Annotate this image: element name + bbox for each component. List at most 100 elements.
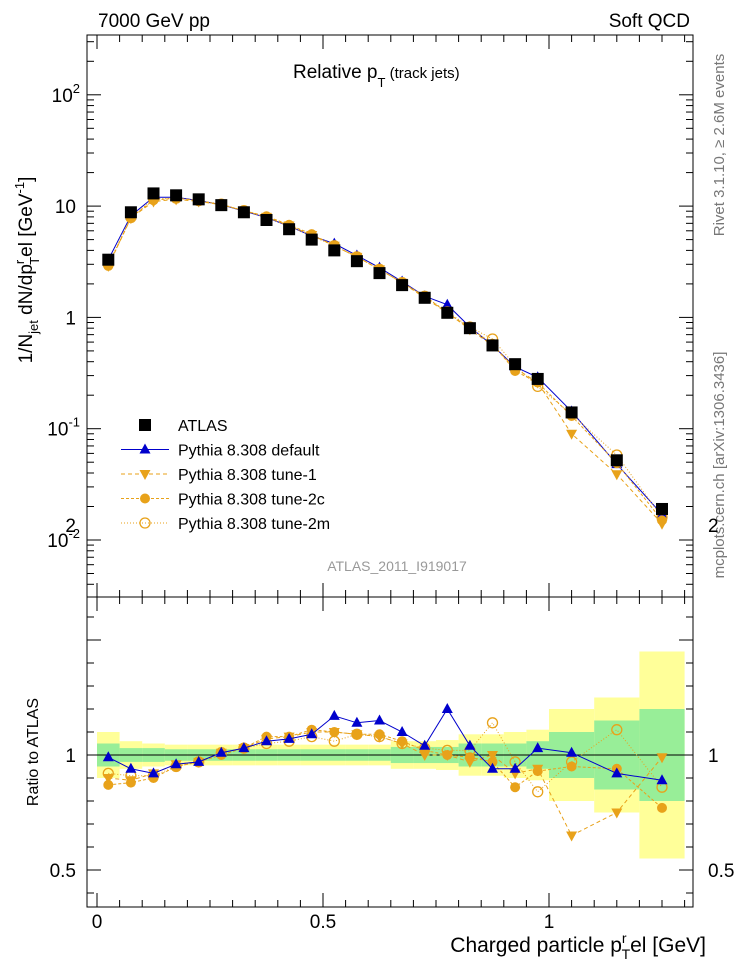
header-left: 7000 GeV pp [98,11,210,32]
ratio-series-point [397,736,408,747]
ratio-series-point [611,767,623,778]
analysis-id: ATLAS_2011_I919017 [327,558,467,574]
ratio-series-point [125,762,137,773]
ratio-series-point [374,714,385,725]
axes-ticks: 10-2 10-1 1 10 102 0 0.5 1 0.5 0.5 1 1 2 2 [47,35,734,933]
atlas-point [350,255,363,268]
ratio-y-tick-label-left: 0.5 [50,861,76,882]
atlas-point [656,502,668,515]
ratio-series-point [566,831,578,842]
ratio-series-point [510,782,521,793]
atlas-point [147,187,160,200]
ratio-series-point [441,703,453,713]
ratio-y-tick-label-left: 2 [65,516,76,537]
ratio-series-point [238,742,250,753]
main-panel-frame [86,34,694,598]
atlas-point [418,291,431,304]
ratio-series-point [487,751,498,761]
ratio-y-tick-label-right: 1 [708,746,719,767]
y-tick-label: 10 [55,197,76,218]
ratio-series-point [532,766,543,777]
atlas-point [260,214,273,227]
ratio-uncertainty-bands [87,651,693,859]
ratio-y-axis-label: Ratio to ATLAS [25,698,42,806]
ratio-series-point [464,739,476,750]
ratio-series-point [532,786,544,798]
side-label-rivet: Rivet 3.1.10, ≥ 2.6M events [711,54,728,237]
legend-label: ATLAS [178,418,228,435]
legend-marker [139,419,151,431]
atlas-point [610,454,623,467]
legend-label: Pythia 8.308 tune-2m [178,516,330,533]
atlas-point [328,244,341,257]
legend-marker [140,493,150,504]
legend-label: Pythia 8.308 default [178,443,320,460]
atlas-point [237,206,250,219]
ratio-series-point [486,717,499,729]
ratio-series-point [351,728,363,740]
ratio-series-point [170,758,182,769]
ratio-series-point [396,737,408,750]
ratio-series-point [351,716,363,727]
x-tick-label: 1 [544,912,555,933]
atlas-point [373,267,386,280]
side-label-mcplots: mcplots.cern.ch [arXiv:1306.3436] [711,352,728,579]
atlas-point [441,306,454,319]
ratio-series-point [419,739,431,750]
x-tick-label: 0 [92,912,103,933]
ratio-y-tick-label-right: 2 [708,516,719,537]
ratio-series-point [283,732,295,743]
atlas-point [396,279,409,292]
ratio-series-point [487,756,498,767]
series-point [441,298,453,309]
main-y-axis-label: 1/Njet dN/dprTel [GeV-1] [12,177,42,364]
ratio-data-series [102,703,668,842]
main-title: Relative pT (track jets) [293,62,460,90]
header-right: Soft QCD [609,11,690,32]
series-point [566,429,578,440]
ratio-series-point [329,727,340,737]
ratio-series-point [656,753,668,764]
atlas-point [509,358,522,371]
ratio-series-point [261,735,272,746]
legend: ATLAS Pythia 8.308 default Pythia 8.308 tu… [121,418,330,533]
main-data-series [102,187,668,530]
ratio-series-point [306,728,318,739]
ratio-series-line [108,729,663,809]
y-tick-label: 10-2 [47,526,80,552]
series-point [611,470,623,481]
atlas-point [283,223,296,236]
ratio-series-point [148,767,159,778]
ratio-y-tick-label-right: 0.5 [708,861,734,882]
x-tick-label: 0.5 [310,912,336,933]
ratio-series-point [215,746,227,757]
atlas-point [531,372,544,385]
x-axis-label: Charged particle pr Tel [GeV] [450,930,706,962]
ratio-series-point [328,709,340,720]
y-tick-label: 1 [65,308,76,329]
legend-marker [139,517,151,529]
ratio-series-point [103,779,114,790]
atlas-point [170,189,183,202]
series-line [107,197,663,518]
ratio-series-point [102,751,114,762]
legend-marker [139,470,151,480]
legend-marker [139,443,151,454]
series-point [657,515,667,526]
ratio-series-point [509,762,521,773]
ratio-series-point [566,746,578,757]
ratio-y-tick-label-left: 1 [65,746,76,767]
atlas-point [192,193,205,206]
ratio-series-point [532,742,544,753]
ratio-series-point [328,735,340,747]
ratio-series-point [193,755,205,766]
ratio-series-point [611,724,623,736]
y-tick-label: 10-1 [47,415,80,441]
y-tick-label: 102 [52,81,80,107]
ratio-series-point [487,762,498,773]
ratio-series-point [441,744,453,757]
atlas-point [486,339,499,352]
atlas-point [215,199,228,212]
atlas-point [124,206,137,219]
